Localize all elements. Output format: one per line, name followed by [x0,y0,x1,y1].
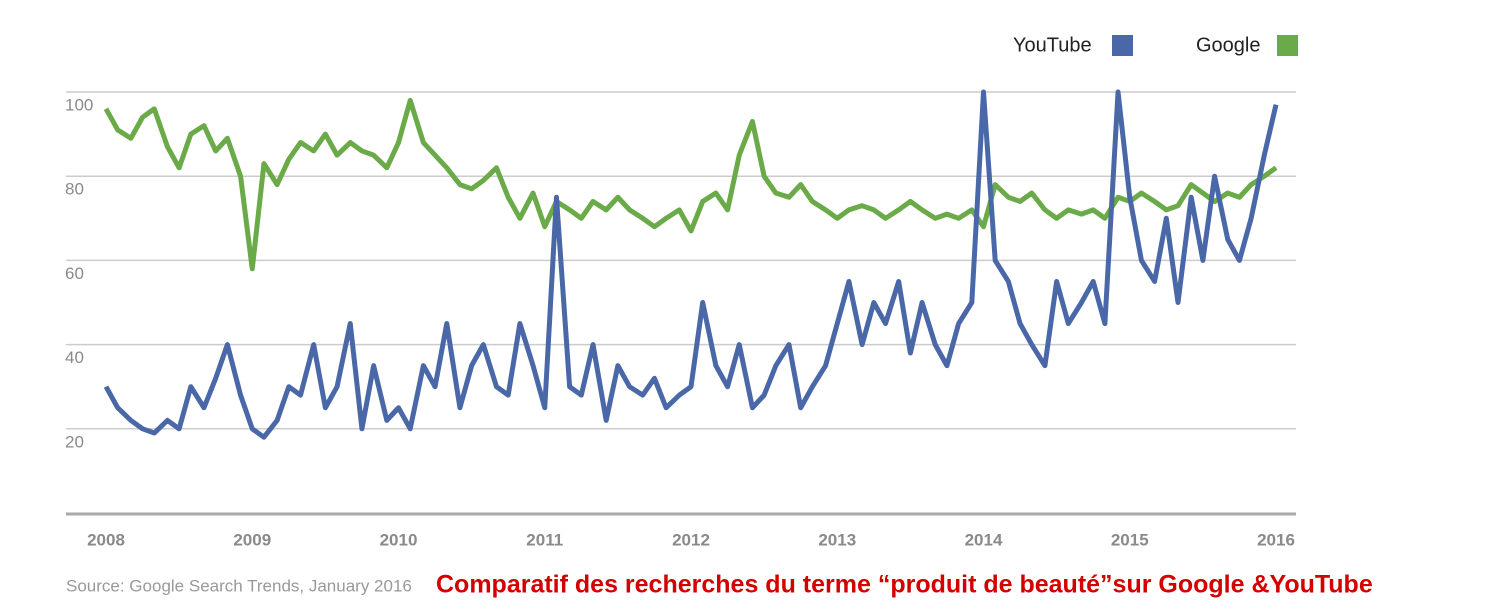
y-tick-label: 20 [65,432,84,451]
x-tick-label: 2015 [1111,530,1149,549]
x-tick-label: 2009 [233,530,271,549]
x-tick-label: 2010 [380,530,418,549]
y-tick-label: 40 [65,348,84,367]
x-tick-label: 2016 [1257,530,1295,549]
x-tick-label: 2013 [818,530,856,549]
y-tick-label: 100 [65,95,93,114]
chart-title: Comparatif des recherches du terme “prod… [436,571,1373,599]
series-line [103,97,1278,272]
y-tick-label: 80 [65,180,84,199]
x-tick-label: 2011 [526,530,563,549]
source: Source: Google Search Trends, January 20… [66,576,412,595]
legend-label: Google [1196,34,1261,56]
legend-swatch [1112,35,1133,56]
series-line [103,89,1279,440]
legend-label: YouTube [1013,34,1092,56]
y-tick-label: 60 [65,264,84,283]
legend-swatch [1277,35,1298,56]
x-tick-label: 2014 [965,530,1003,549]
x-tick-label: 2008 [87,530,125,549]
x-tick-label: 2012 [672,530,710,549]
